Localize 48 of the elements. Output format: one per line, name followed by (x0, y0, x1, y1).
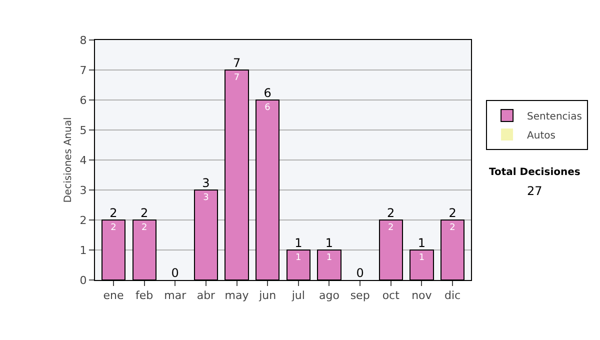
y-tick-label: 1 (80, 244, 87, 257)
total-label: 1 (294, 236, 302, 250)
y-tick-label: 2 (80, 214, 87, 227)
x-tick-label: may (224, 289, 250, 302)
data-label: 1 (418, 253, 425, 263)
data-label: 2 (450, 223, 456, 233)
total-label: 1 (418, 236, 426, 250)
total-label: 0 (356, 266, 364, 280)
x-tick-label: mar (164, 289, 187, 302)
legend-label: Autos (527, 130, 556, 142)
x-tick-label: dic (444, 289, 461, 302)
data-label: 1 (326, 253, 332, 263)
data-label: 2 (388, 223, 394, 233)
y-tick-label: 7 (80, 64, 87, 77)
y-tick-label: 6 (80, 94, 87, 107)
total-label: 7 (232, 56, 241, 70)
y-tick-label: 4 (80, 154, 87, 167)
y-axis-title: Decisiones Anual (62, 117, 74, 203)
y-tick-label: 0 (80, 274, 87, 287)
x-tick-label: oct (382, 289, 400, 302)
data-label: 7 (234, 73, 240, 83)
x-tick-label: jul (290, 289, 305, 302)
x-tick-label: feb (135, 289, 154, 302)
total-label: 2 (140, 206, 148, 220)
total-label: 0 (171, 266, 179, 280)
total-label: 2 (387, 206, 395, 220)
total-label: 6 (264, 86, 272, 100)
x-tick-label: abr (196, 289, 216, 302)
x-tick-label: ene (103, 289, 124, 302)
y-tick-label: 3 (80, 184, 87, 197)
legend-label: Sentencias (527, 111, 582, 122)
x-tick-label: ago (319, 289, 340, 302)
y-tick-label: 5 (80, 124, 87, 137)
x-tick-label: nov (412, 289, 432, 302)
text: Total Decisiones (489, 167, 580, 178)
x-tick-label: jun (258, 289, 276, 302)
data-label: 2 (110, 223, 116, 233)
total-label: 2 (448, 206, 456, 220)
data-label: 6 (264, 103, 271, 113)
text: 27 (527, 184, 542, 198)
total-label: 3 (202, 176, 210, 190)
total-label: 2 (110, 206, 118, 220)
data-label: 1 (296, 253, 302, 263)
data-label: 2 (141, 223, 148, 233)
y-tick-label: 8 (80, 34, 87, 47)
x-tick-label: sep (350, 289, 370, 302)
data-label: 3 (203, 193, 209, 203)
total-label: 1 (325, 236, 334, 250)
